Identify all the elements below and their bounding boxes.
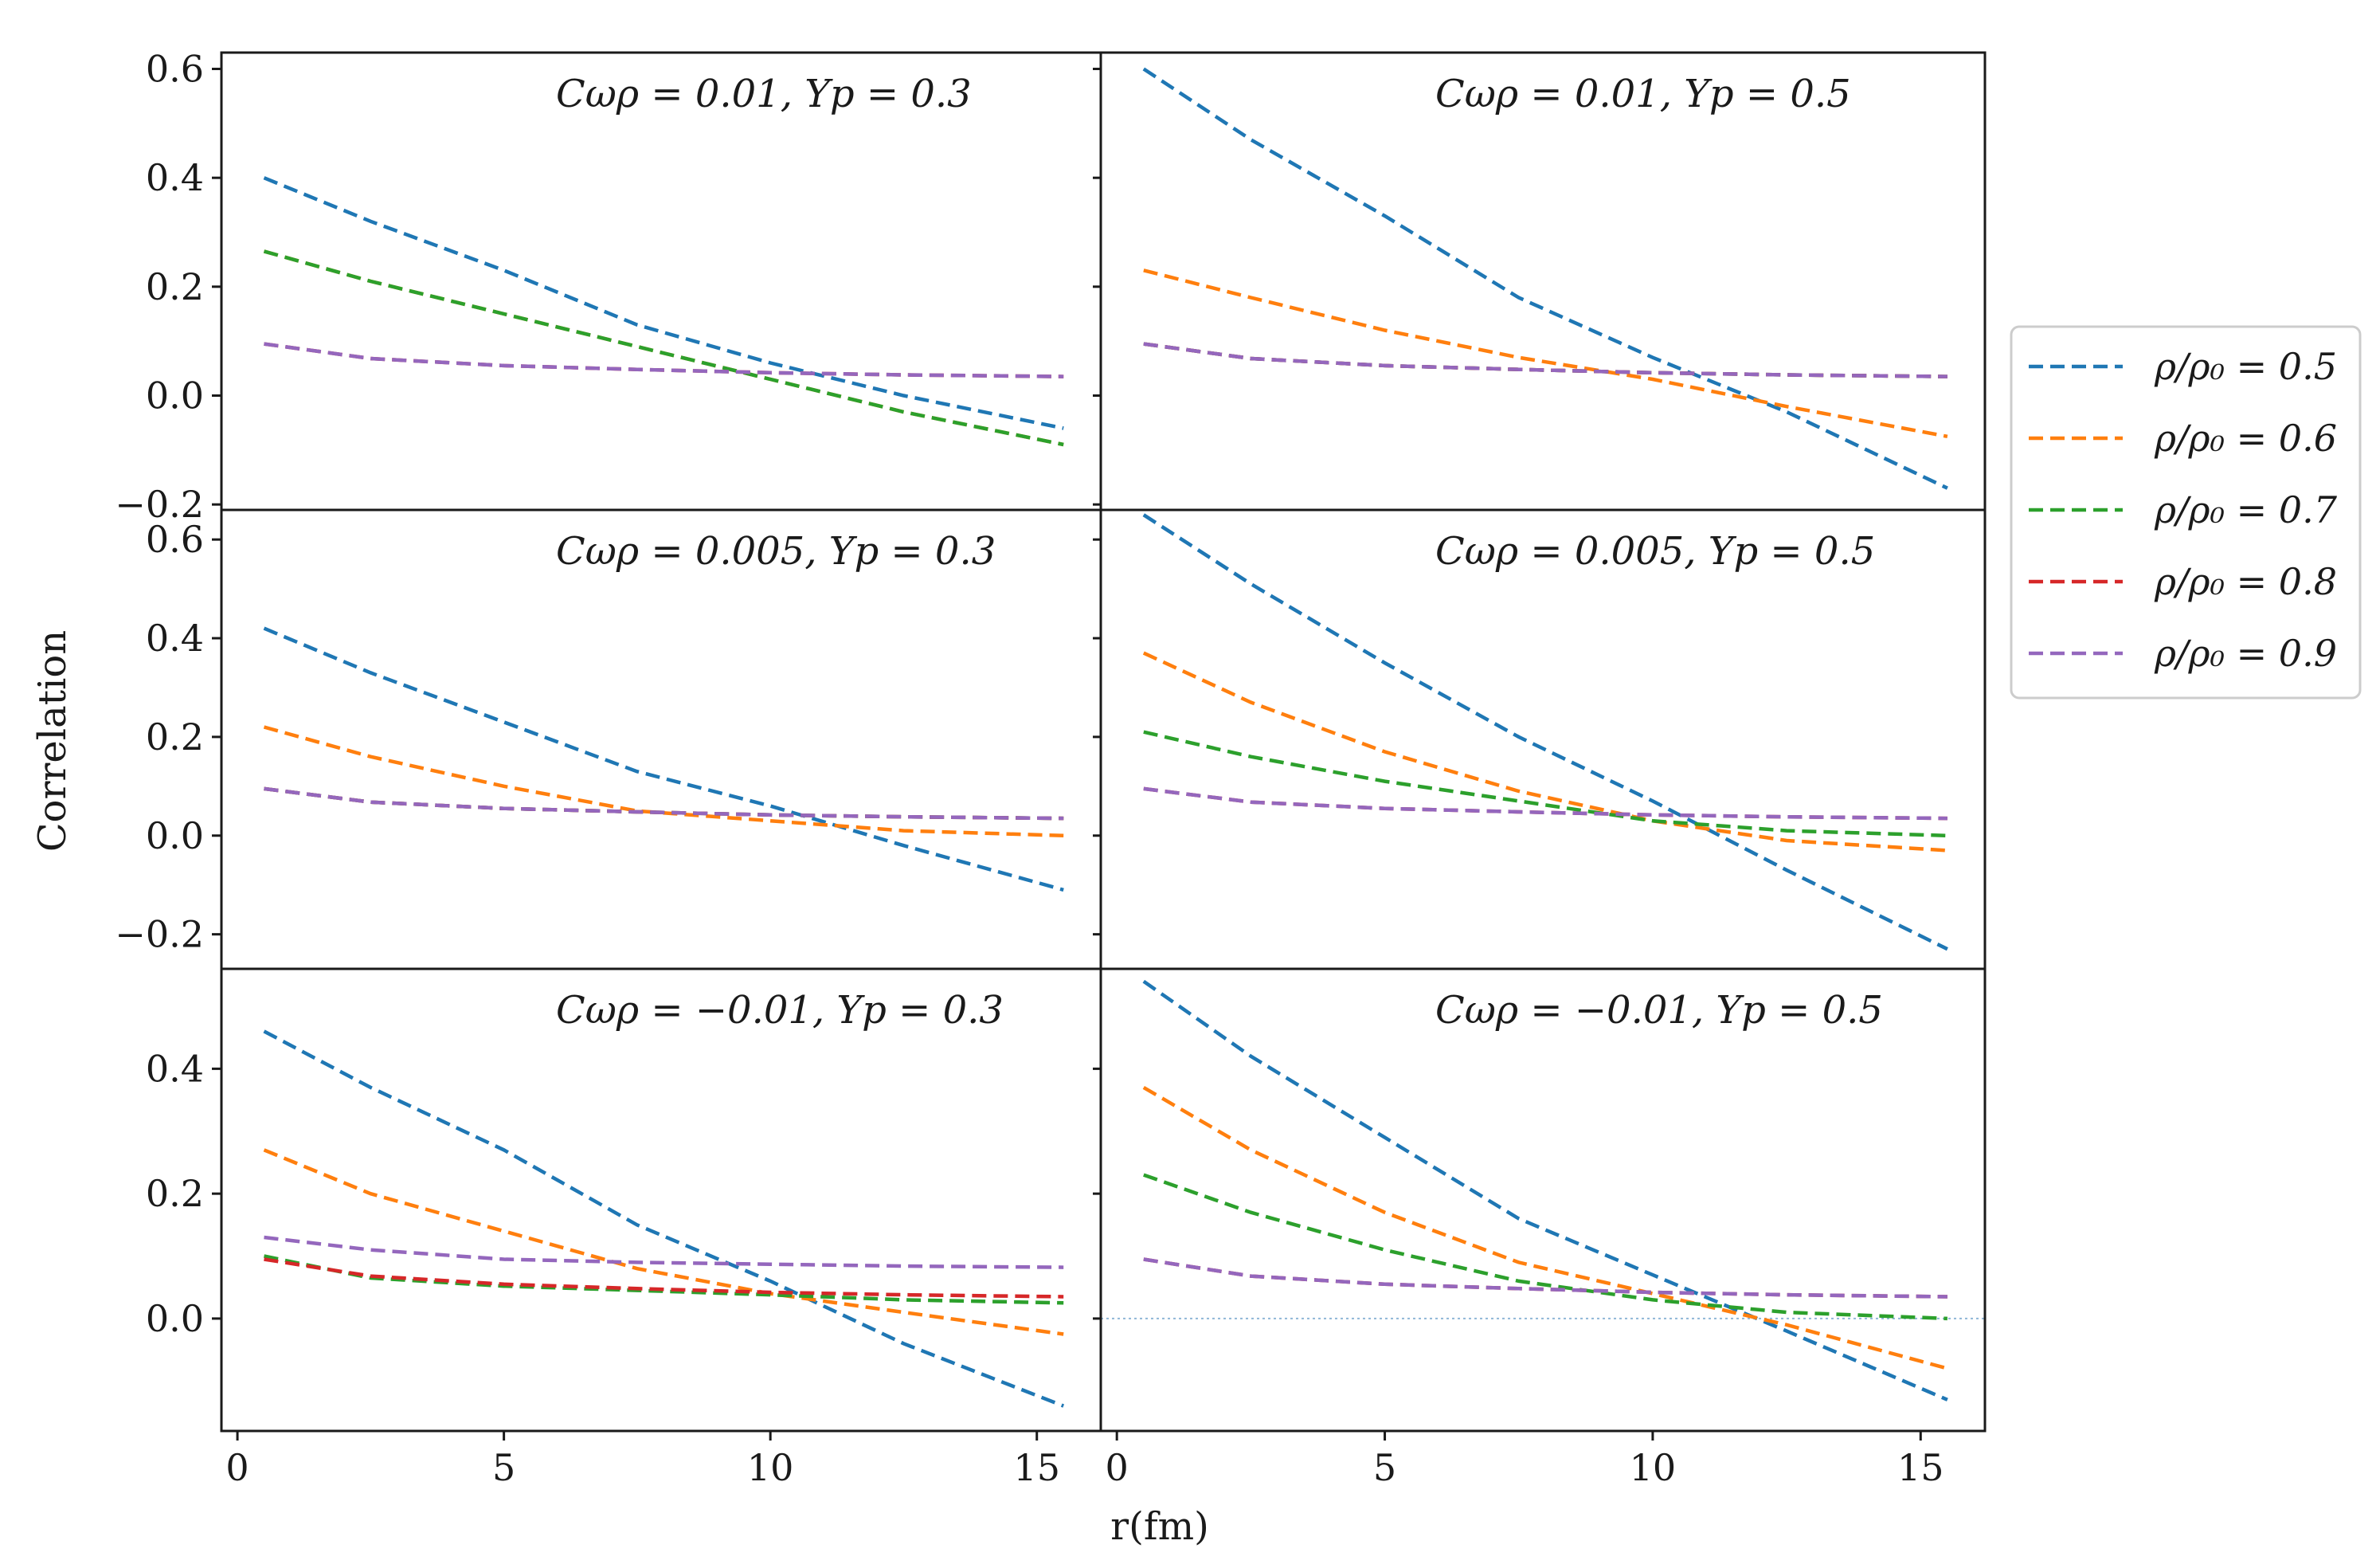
x-tick-label: 10 [1630,1446,1677,1489]
y-tick-label: 0.2 [146,265,204,308]
series-line-0-5 [263,626,1064,892]
panel-title: Cωρ = −0.01, Yp = 0.5 [1435,988,1883,1033]
series-line-0-9 [1143,786,1947,821]
y-tick-label: 0.0 [146,374,204,417]
panel-title: Cωρ = 0.005, Yp = 0.3 [556,529,996,574]
series-line-0-8 [264,1257,1064,1299]
series-line-0-5 [1142,979,1948,1401]
legend-label: ρ/ρ₀ = 0.8 [2154,560,2337,603]
x-tick-label: 10 [747,1446,794,1489]
series-line-0-6 [1143,269,1948,439]
legend-label: ρ/ρ₀ = 0.9 [2154,632,2337,675]
y-tick-label: −0.2 [115,913,204,956]
legend-label: ρ/ρ₀ = 0.7 [2154,488,2338,531]
y-tick-label: 0.6 [146,48,204,91]
panel-title: Cωρ = 0.01, Yp = 0.5 [1435,72,1851,116]
panel-grid: −0.2 0.0 0.2 0.4 0.6 Cωρ = 0.01, Yp = 0.3 Cωρ … [115,48,1987,1489]
series-line-0-6 [263,725,1064,838]
panel-title: Cωρ = 0.005, Yp = 0.5 [1435,529,1875,574]
legend-label: ρ/ρ₀ = 0.5 [2154,345,2337,388]
x-tick-label: 15 [1897,1446,1944,1489]
series-line-0-6 [1142,1085,1948,1370]
series-line-0-9 [1143,342,1947,378]
y-tick-label: 0.6 [146,518,204,561]
series-line-0-7 [264,1254,1064,1305]
y-tick-label: 0.2 [146,1172,204,1215]
y-tick-label: 0.2 [146,715,204,759]
y-tick-label: −0.2 [115,483,204,526]
panel-1-0: −0.2 0.0 0.2 0.4 0.6 Cωρ = 0.005, Yp = 0.3 [115,508,1102,970]
series-line-0-6 [263,1148,1064,1336]
x-tick-label: 15 [1013,1446,1060,1489]
x-tick-label: 5 [492,1446,515,1489]
panel-frame [1099,967,1987,1433]
series-line-0-6 [1142,651,1948,853]
x-tick-label: 0 [225,1446,249,1489]
y-tick-label: 0.4 [146,1047,204,1090]
series-line-0-9 [264,1235,1064,1269]
series-line-0-5 [263,1029,1065,1408]
legend: ρ/ρ₀ = 0.5 ρ/ρ₀ = 0.6 ρ/ρ₀ = 0.7 ρ/ρ₀ = 0.8… [2010,325,2362,700]
y-tick-label: 0.0 [146,814,204,857]
panel-0-0: −0.2 0.0 0.2 0.4 0.6 Cωρ = 0.01, Yp = 0.3 [115,48,1102,526]
series-line-0-7 [263,249,1064,447]
series-line-0-7 [1143,730,1947,838]
series-line-0-9 [1143,1257,1947,1299]
x-axis-label: r(fm) [1110,1504,1209,1549]
y-tick-label: 0.0 [146,1297,204,1340]
series-line-0-9 [264,786,1064,821]
series-line-0-5 [263,176,1064,430]
y-tick-label: 0.4 [146,156,204,199]
series-line-0-5 [1142,67,1948,490]
legend-box [2010,325,2362,700]
panel-title: Cωρ = −0.01, Yp = 0.3 [556,988,1004,1033]
legend-label: ρ/ρ₀ = 0.6 [2154,417,2337,460]
series-line-0-5 [1142,513,1948,951]
panel-2-1: 0 5 10 15 Cωρ = −0.01, Yp = 0.5 [1093,967,1987,1489]
panel-0-1: Cωρ = 0.01, Yp = 0.5 [1093,51,1987,512]
series-line-0-9 [264,342,1064,378]
y-axis-label: Correlation [30,630,75,852]
panel-title: Cωρ = 0.01, Yp = 0.3 [556,72,972,116]
y-tick-label: 0.4 [146,617,204,660]
series-line-0-7 [1143,1173,1947,1321]
x-tick-label: 0 [1106,1446,1129,1489]
x-tick-label: 5 [1373,1446,1396,1489]
